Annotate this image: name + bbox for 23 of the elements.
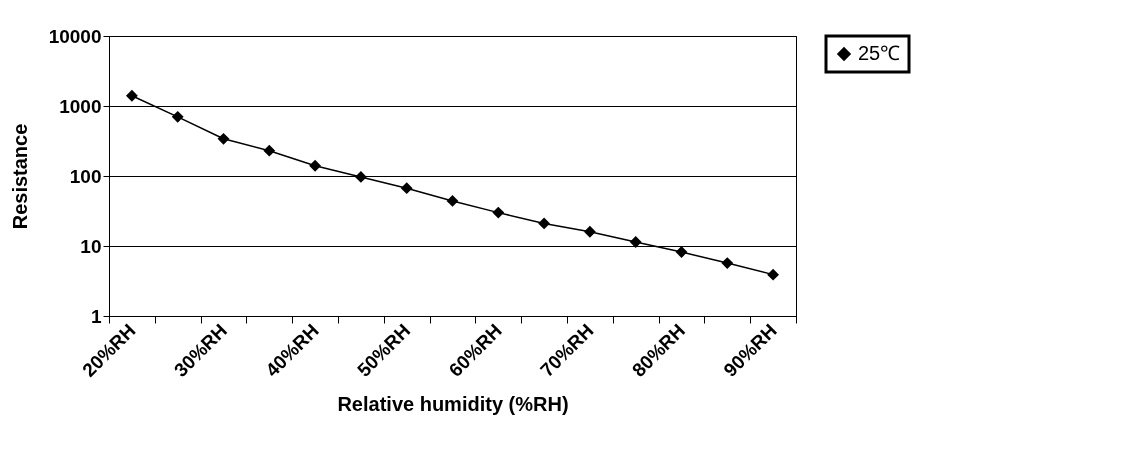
- point: [675, 246, 688, 258]
- point: [492, 206, 505, 219]
- y-tick-label: 1: [90, 305, 102, 327]
- point: [721, 257, 734, 269]
- point: [583, 225, 596, 238]
- point: [309, 159, 322, 172]
- y-axis-title: Resistance: [8, 123, 31, 230]
- point: [629, 236, 642, 248]
- y-tick-label: 10000: [48, 25, 102, 47]
- point: [446, 195, 459, 207]
- y-tick-label: 10: [80, 235, 102, 257]
- x-axis-title: Relative humidity (%RH): [337, 392, 569, 415]
- point: [125, 89, 138, 102]
- point: [217, 132, 230, 145]
- point: [400, 182, 413, 195]
- point: [171, 110, 184, 123]
- point: [538, 217, 551, 230]
- y-tick-label: 100: [69, 165, 102, 187]
- point: [354, 171, 367, 183]
- legend-label: 25℃: [858, 42, 901, 64]
- point: [767, 268, 780, 281]
- y-tick-label: 1000: [59, 95, 102, 117]
- point: [263, 144, 276, 157]
